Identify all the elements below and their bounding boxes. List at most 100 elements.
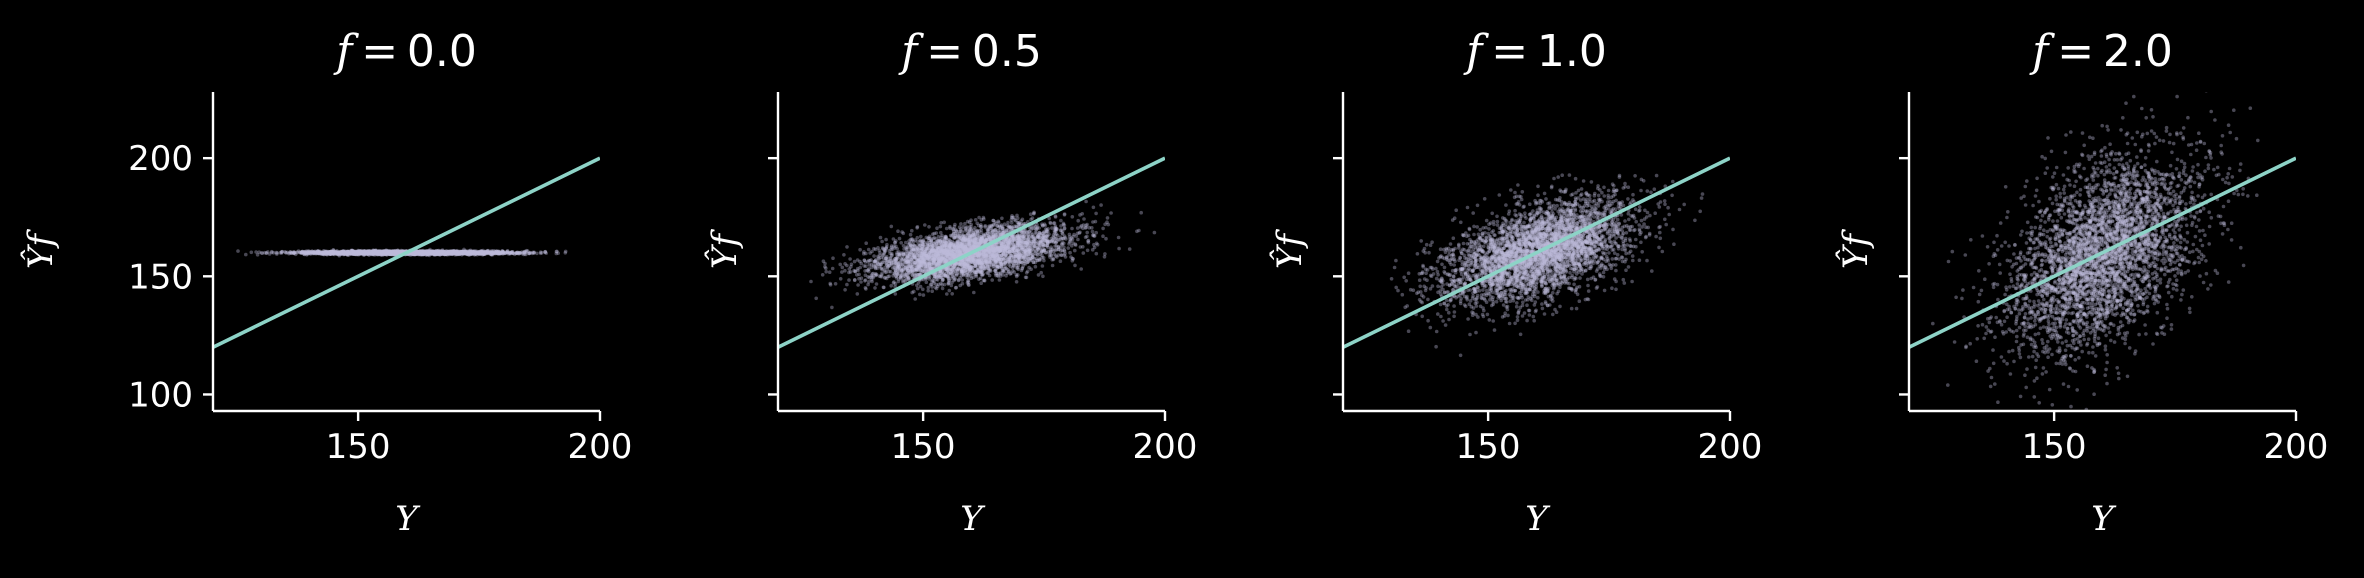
scatter-point — [445, 252, 449, 256]
scatter-point — [880, 240, 884, 244]
scatter-point — [977, 216, 981, 220]
scatter-point — [419, 251, 423, 255]
scatter-point — [441, 251, 445, 255]
scatter-point — [339, 252, 343, 256]
scatter-point — [330, 250, 334, 254]
scatter-point — [236, 249, 240, 253]
scatter-point — [543, 250, 547, 254]
scatter-point — [355, 250, 359, 254]
y-tick-label: 100 — [128, 375, 193, 415]
scatter-point — [257, 250, 261, 254]
scatter-point — [1068, 251, 1072, 255]
scatter-point — [1086, 249, 1090, 253]
scatter-point — [292, 251, 296, 255]
scatter-point — [310, 249, 314, 253]
scatter-point — [306, 251, 310, 255]
scatter-point — [250, 251, 254, 255]
scatter-point — [475, 251, 479, 255]
scatter-point — [821, 273, 825, 277]
scatter-point — [374, 250, 378, 254]
x-tick-label: 150 — [326, 427, 391, 467]
scatter-point — [1092, 206, 1096, 210]
scatter-point — [488, 251, 492, 255]
scatter-point — [1085, 231, 1089, 235]
y-tick-label: 150 — [128, 257, 193, 297]
scatter-point — [922, 293, 926, 297]
scatter-point — [1076, 219, 1080, 223]
scatter-point — [918, 293, 922, 297]
scatter-point — [283, 250, 287, 254]
scatter-point — [953, 223, 957, 227]
scatter-point — [266, 250, 270, 254]
scatter-point — [525, 250, 529, 254]
scatter-point — [466, 251, 470, 255]
scatter-point — [427, 251, 431, 255]
scatter-point — [345, 252, 349, 256]
scatter-point — [1041, 275, 1045, 279]
scatter-point — [539, 250, 543, 254]
scatter-point — [435, 252, 439, 256]
scatter-point — [564, 251, 568, 255]
scatter-point — [367, 252, 371, 256]
scatter-point — [1041, 264, 1045, 268]
scatter-point — [843, 288, 847, 292]
scatter-point — [263, 251, 267, 255]
scatter-point — [385, 252, 389, 256]
scatter-point — [867, 248, 871, 252]
scatter-point — [244, 253, 248, 257]
scatter-point — [478, 251, 482, 255]
scatter-point — [362, 253, 366, 257]
scatter-point — [834, 282, 838, 286]
scatter-point — [841, 266, 845, 270]
scatter-point — [927, 225, 931, 229]
scatter-point — [379, 251, 383, 255]
scatter-point — [462, 252, 466, 256]
scatter-point — [913, 297, 917, 301]
scatter-point — [939, 225, 943, 229]
scatter-point — [845, 245, 849, 249]
scatter-point — [450, 250, 454, 254]
scatter-point — [1101, 234, 1105, 238]
scatter-point — [389, 251, 393, 255]
scatter-point — [894, 292, 898, 296]
scatter-point — [948, 289, 952, 293]
scatter-point — [522, 253, 526, 257]
scatter-point — [997, 220, 1001, 224]
scatter-point — [270, 250, 274, 254]
scatter-point — [950, 292, 954, 296]
scatter-point — [457, 251, 461, 255]
scatter-point — [532, 251, 536, 255]
scatter-point — [398, 250, 402, 254]
scatter-point — [335, 251, 339, 255]
scatter-point — [896, 229, 900, 233]
scatter-point — [889, 270, 893, 274]
scatter-point — [845, 283, 849, 287]
scatter-point — [510, 250, 514, 254]
scatter-point — [275, 252, 279, 256]
title-value: = 0.0 — [352, 26, 476, 77]
point-cloud — [809, 200, 1156, 310]
y-tick-label: 200 — [128, 139, 193, 179]
scatter-point — [321, 251, 325, 255]
scatter-point — [516, 252, 520, 256]
panel-title: f = 0.0 — [333, 26, 477, 77]
scatter-point — [279, 251, 283, 255]
x-tick-label: 200 — [568, 427, 633, 467]
scatter-point — [301, 250, 305, 254]
scatter-point — [889, 284, 893, 288]
scatter-point — [942, 221, 946, 225]
scatter-point — [1000, 217, 1004, 221]
scatter-point — [843, 262, 847, 266]
y-axis-label: Ŷf — [20, 229, 61, 269]
scatter-point — [501, 250, 505, 254]
scatter-point — [1029, 212, 1033, 216]
scatter-point — [495, 250, 499, 254]
scatter-point — [288, 251, 292, 255]
scatter-point — [296, 250, 300, 254]
scatter-point — [556, 251, 560, 255]
scatter-point — [930, 289, 934, 293]
